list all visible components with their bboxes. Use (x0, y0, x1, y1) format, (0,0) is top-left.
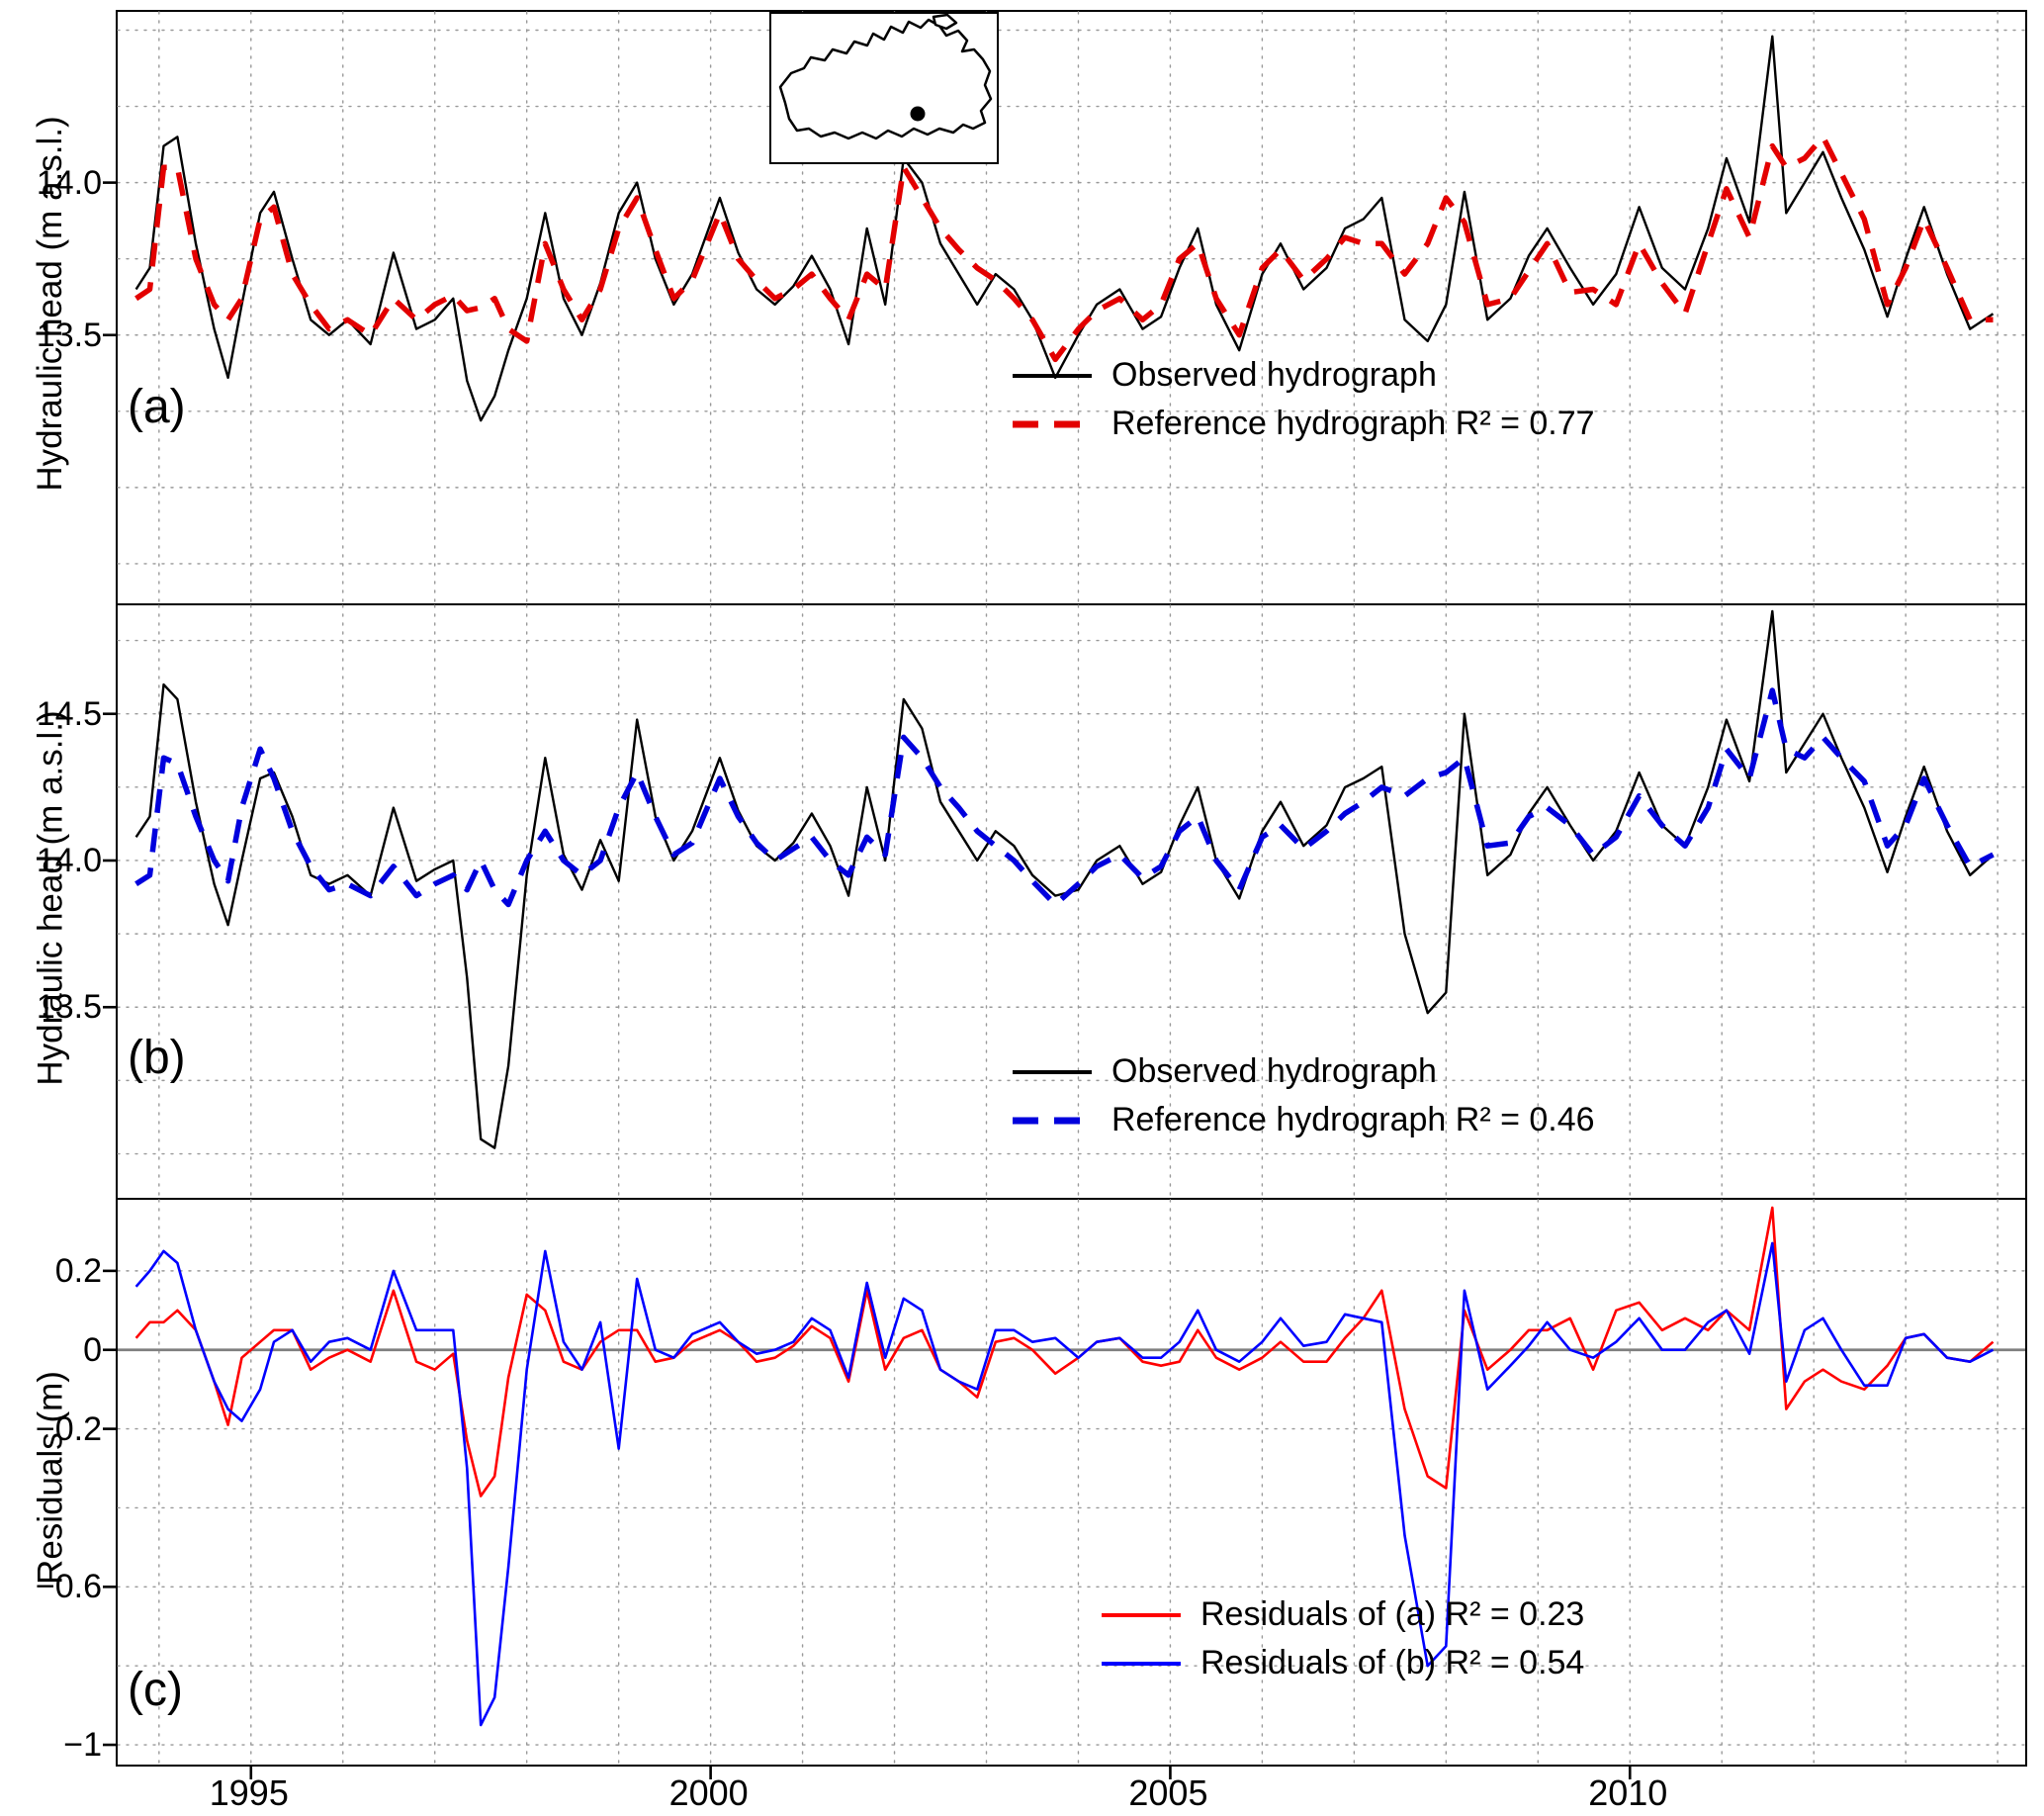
legend-label: Residuals of (a) R² = 0.23 (1200, 1595, 1585, 1633)
y-tick-label: −0.2 (35, 1409, 102, 1448)
legend-item: Reference hydrograph R² = 0.77 (1013, 405, 1595, 443)
panel-a: (a) Observed hydrograph Reference hydrog… (37, 10, 2027, 605)
y-axis-title-a: Hydraulic head (m a.s.l.) (31, 116, 69, 492)
panel-b: (b) Observed hydrograph Reference hydrog… (37, 603, 2027, 1200)
panel-b-plot (103, 604, 2026, 1199)
legend-panel-c: Residuals of (a) R² = 0.23 Residuals of … (1102, 1595, 1584, 1682)
study-site-marker (910, 106, 926, 122)
legend-label: Reference hydrograph R² = 0.46 (1111, 1101, 1595, 1138)
y-tick-label: 14.5 (36, 694, 102, 733)
legend-item: Observed hydrograph (1013, 356, 1595, 395)
panel-c: (c) Residuals of (a) R² = 0.23 Residuals… (36, 1198, 2027, 1779)
panel-c-plot (103, 1199, 2026, 1779)
legend-item: Residuals of (b) R² = 0.54 (1102, 1644, 1584, 1682)
panel-letter: (a) (128, 381, 186, 433)
y-tick-label: −0.6 (35, 1568, 102, 1606)
legend-panel-a: Observed hydrograph Reference hydrograph… (1013, 356, 1595, 443)
y-tick-label: 0 (83, 1330, 102, 1369)
x-tick-labels: 1995 2000 2005 2010 (116, 1772, 2027, 1816)
residuals-b-line-swatch (1102, 1661, 1181, 1666)
legend-label: Residuals of (b) R² = 0.54 (1200, 1644, 1585, 1681)
y-axis-title-b: Hydraulic head (m a.s.l.) (31, 710, 70, 1086)
legend-label: Reference hydrograph R² = 0.77 (1111, 405, 1595, 442)
observed-line-swatch (1013, 373, 1092, 378)
legend-item: Residuals of (a) R² = 0.23 (1102, 1595, 1584, 1634)
y-tick-label: −1 (63, 1726, 102, 1765)
y-tick-label: 13.5 (36, 988, 102, 1027)
inset-map-outline (778, 13, 993, 140)
x-tick-label: 2000 (668, 1772, 749, 1813)
legend-item: Observed hydrograph (1013, 1052, 1595, 1091)
reference-line-swatch (1013, 420, 1092, 427)
x-tick-label: 2010 (1588, 1772, 1668, 1813)
inset-map (769, 12, 999, 164)
y-tick-label: 14.0 (36, 163, 102, 202)
y-tick-label: 13.5 (36, 316, 102, 354)
y-tick-label: 0.2 (54, 1251, 102, 1290)
legend-item: Reference hydrograph R² = 0.46 (1013, 1101, 1595, 1139)
legend-label: Observed hydrograph (1111, 1052, 1437, 1090)
panel-a-plot (103, 11, 2026, 604)
panel-letter: (b) (128, 1032, 186, 1084)
y-tick-label: 14.0 (36, 841, 102, 879)
panel-letter: (c) (128, 1664, 183, 1716)
legend-label: Observed hydrograph (1111, 356, 1437, 394)
y-axis-title-c: Residuals (m) (31, 1371, 70, 1585)
legend-panel-b: Observed hydrograph Reference hydrograph… (1013, 1052, 1595, 1139)
observed-line-swatch (1013, 1069, 1092, 1074)
x-tick-label: 1995 (209, 1772, 289, 1813)
x-tick-label: 2005 (1128, 1772, 1208, 1813)
residuals-a-line-swatch (1102, 1612, 1181, 1617)
reference-line-swatch (1013, 1117, 1092, 1124)
